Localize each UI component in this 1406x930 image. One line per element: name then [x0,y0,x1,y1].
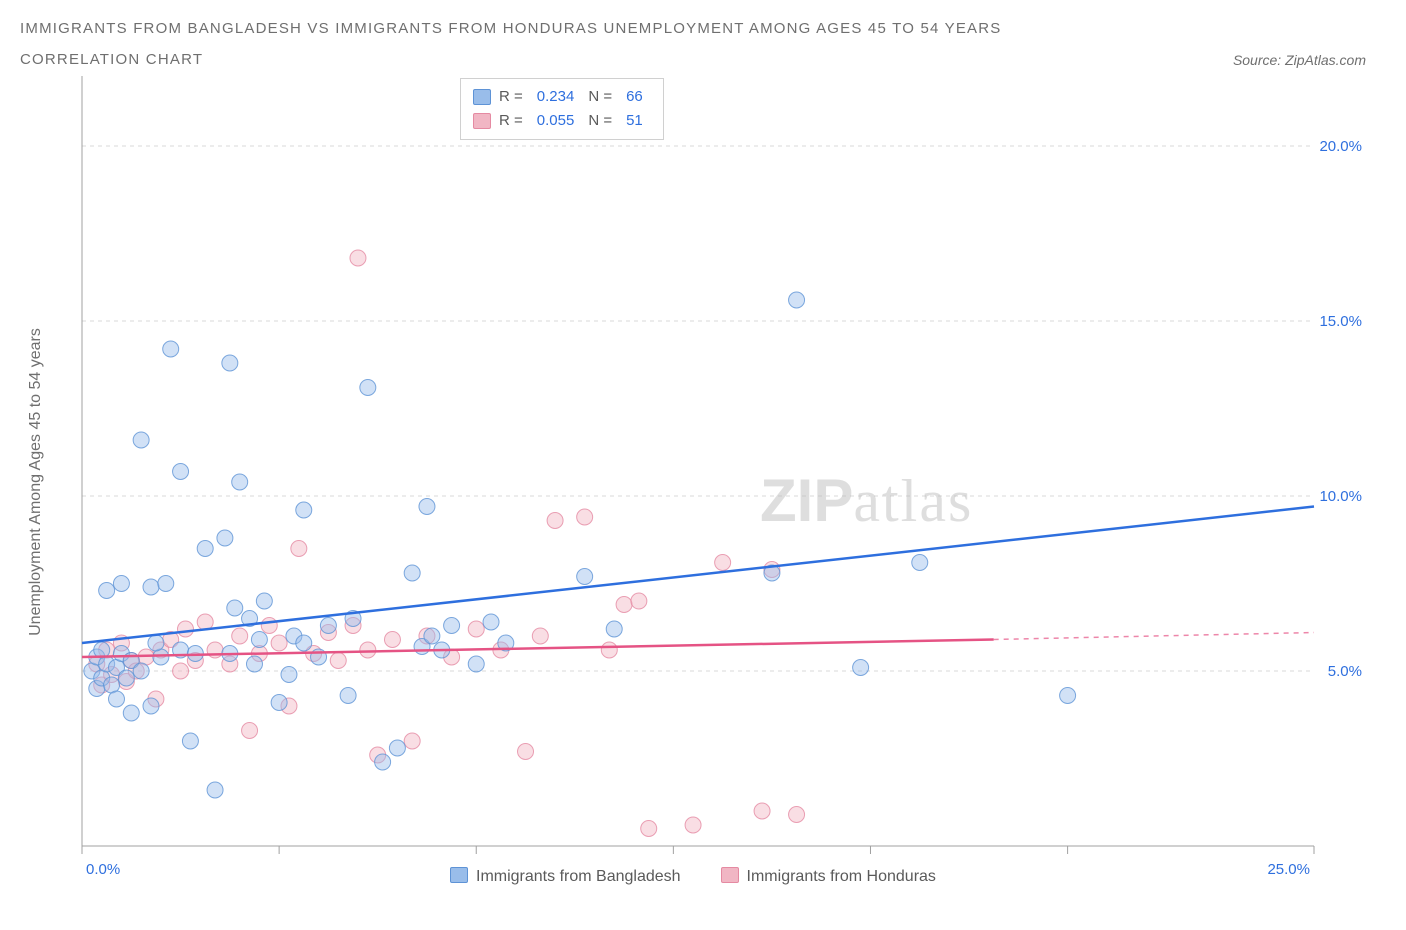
svg-text:10.0%: 10.0% [1319,488,1362,505]
legend-r-label: R = [499,85,523,109]
scatter-plot: 0.0% 25.0% 5.0% 10.0% 15.0% 20.0% [20,76,1376,888]
legend-n-value-1: 51 [620,109,649,133]
corr-legend-row-0: R = 0.234 N = 66 [473,85,649,109]
corr-legend-row-1: R = 0.055 N = 51 [473,109,649,133]
svg-text:20.0%: 20.0% [1319,138,1362,155]
svg-text:5.0%: 5.0% [1328,663,1362,680]
legend-r-value-1: 0.055 [531,109,581,133]
correlation-legend: R = 0.234 N = 66 R = 0.055 N = 51 [460,78,664,140]
swatch-icon [473,113,491,129]
series-legend: Immigrants from Bangladesh Immigrants fr… [450,867,936,886]
svg-text:15.0%: 15.0% [1319,313,1362,330]
source-attribution: Source: ZipAtlas.com [1233,52,1376,68]
legend-n-label: N = [588,85,612,109]
chart-container: Immigrants from Bangladesh vs Immigrants… [0,0,1406,930]
chart-title-line2: Correlation Chart [20,51,203,68]
legend-r-value-0: 0.234 [531,85,581,109]
svg-text:0.0%: 0.0% [86,861,120,878]
svg-text:25.0%: 25.0% [1267,861,1310,878]
legend-label-1: Immigrants from Honduras [747,868,936,885]
swatch-icon [721,867,739,883]
legend-n-label: N = [588,109,612,133]
chart-title-line1: Immigrants from Bangladesh vs Immigrants… [20,20,1376,37]
legend-item-0: Immigrants from Bangladesh [450,867,681,886]
legend-n-value-0: 66 [620,85,649,109]
subtitle-row: Correlation Chart Source: ZipAtlas.com [20,51,1376,68]
legend-r-label: R = [499,109,523,133]
swatch-icon [450,867,468,883]
swatch-icon [473,89,491,105]
legend-label-0: Immigrants from Bangladesh [476,868,681,885]
legend-item-1: Immigrants from Honduras [721,867,936,886]
plot-wrap: Unemployment Among Ages 45 to 54 years Z… [20,76,1376,888]
y-axis-title: Unemployment Among Ages 45 to 54 years [27,328,45,636]
